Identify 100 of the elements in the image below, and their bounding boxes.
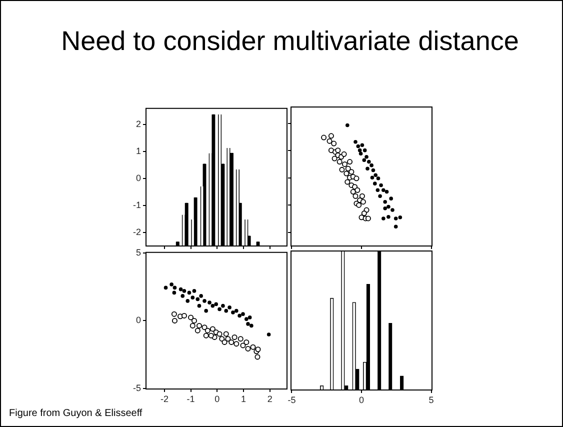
point: [398, 215, 402, 220]
point: [210, 304, 215, 308]
y-tick-label: 0: [136, 315, 141, 326]
point: [192, 289, 196, 293]
point: [228, 306, 232, 310]
point: [361, 210, 367, 216]
point: [374, 173, 378, 178]
point: [222, 339, 228, 345]
point: [254, 354, 260, 360]
point: [250, 344, 256, 350]
point: [248, 316, 252, 320]
point: [370, 176, 374, 180]
point: [360, 143, 364, 148]
point: [362, 148, 367, 152]
point: [382, 188, 386, 192]
point: [225, 336, 231, 342]
point: [196, 322, 202, 328]
point: [342, 161, 348, 167]
point: [376, 176, 380, 180]
point: [190, 322, 196, 328]
point: [328, 133, 334, 139]
point: [240, 342, 246, 348]
point: [216, 331, 222, 337]
x-tick-label: -1: [186, 394, 195, 404]
point: [241, 312, 245, 316]
y-tick-label: 5: [136, 248, 141, 258]
point: [341, 151, 347, 157]
point: [326, 138, 332, 144]
x-tick-label: 2: [267, 394, 272, 404]
point: [364, 154, 368, 159]
point: [386, 204, 390, 209]
point: [367, 160, 371, 164]
y-tick-label: -1: [132, 200, 141, 210]
chart-title: Need to consider multivariate distance: [60, 26, 520, 57]
point: [194, 328, 200, 334]
x-tick-label: -5: [288, 394, 296, 405]
point: [331, 140, 337, 146]
point: [384, 190, 389, 194]
point: [332, 156, 338, 162]
point: [234, 308, 238, 313]
point: [354, 140, 358, 144]
point: [335, 148, 341, 154]
x-tick-label: 1: [241, 394, 246, 404]
point: [210, 326, 216, 332]
point: [379, 183, 383, 188]
point: [373, 182, 377, 186]
point: [244, 317, 248, 321]
point: [187, 290, 192, 295]
point: [228, 339, 234, 345]
point: [204, 308, 208, 313]
point: [172, 286, 177, 290]
point: [339, 166, 345, 172]
point: [356, 202, 362, 208]
point: [370, 163, 374, 168]
point: [386, 214, 390, 219]
point: [350, 189, 356, 195]
point: [328, 148, 334, 154]
point: [196, 297, 200, 302]
point: [378, 194, 382, 198]
point: [354, 187, 360, 193]
point: [208, 300, 212, 304]
text: Figure from Guyon & Elisseeff: [9, 408, 142, 419]
point: [366, 166, 370, 170]
point: [182, 289, 186, 293]
point: [170, 282, 174, 286]
point: [344, 179, 350, 185]
point: [321, 134, 327, 140]
point: [171, 311, 177, 317]
point: [191, 318, 197, 324]
x-tick-label: 5: [428, 394, 434, 405]
point: [394, 224, 398, 229]
point: [348, 169, 354, 175]
point: [244, 339, 250, 345]
point: [190, 296, 195, 300]
point: [354, 176, 360, 182]
point: [218, 307, 222, 312]
point: [245, 346, 251, 352]
point: [376, 188, 380, 192]
point: [172, 318, 178, 324]
point: [202, 324, 208, 330]
point: [188, 314, 194, 320]
point: [345, 166, 351, 172]
point: [204, 328, 210, 334]
point: [266, 332, 271, 336]
point: [208, 332, 214, 338]
point: [180, 294, 185, 298]
point: [186, 299, 190, 303]
x-tick-label: 0: [358, 394, 364, 405]
point: [197, 304, 202, 308]
point: [389, 196, 393, 200]
x-tick-label: -2: [160, 394, 168, 404]
point: [199, 294, 203, 298]
point: [203, 332, 209, 338]
y-tick-label: -5: [132, 382, 141, 393]
point: [365, 216, 371, 222]
point: [358, 148, 362, 152]
point: [250, 324, 254, 328]
point: [238, 336, 244, 342]
point: [346, 123, 350, 128]
point: [356, 144, 360, 148]
